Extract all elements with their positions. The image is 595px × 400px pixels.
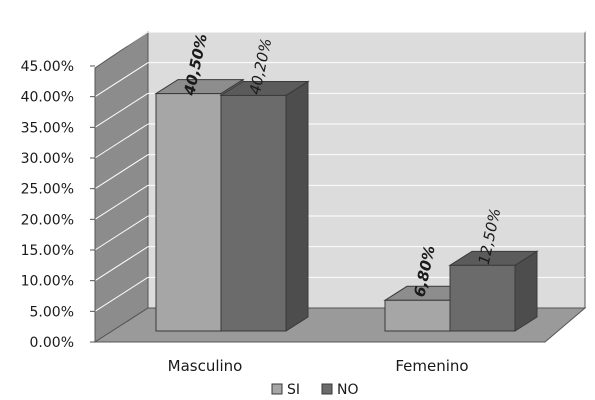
gridline	[94, 31, 149, 67]
y-tick-label: 0.00%	[30, 335, 74, 351]
y-tick-label: 45.00%	[21, 59, 74, 75]
legend: SI NO	[271, 382, 359, 398]
category-labels: Masculino Femenino	[168, 357, 469, 375]
bar-front	[384, 299, 451, 332]
side-wall	[94, 31, 149, 343]
gridline	[94, 123, 149, 159]
gridline	[94, 184, 149, 220]
legend-item: SI	[271, 382, 300, 398]
bar	[219, 80, 310, 332]
bar-front	[220, 94, 287, 332]
gridline	[94, 62, 149, 98]
y-tick-label: 20.00%	[21, 212, 74, 228]
legend-label: SI	[287, 382, 300, 398]
gridline	[94, 246, 149, 282]
bar-front	[155, 93, 222, 332]
y-tick-label: 10.00%	[21, 274, 74, 290]
legend-item: NO	[321, 382, 359, 398]
legend-swatch	[321, 383, 333, 395]
y-tick-label: 25.00%	[21, 182, 74, 198]
y-tick-label: 30.00%	[21, 151, 74, 167]
legend-swatch	[271, 383, 283, 395]
bar-front	[449, 264, 516, 332]
y-tick-label: 35.00%	[21, 120, 74, 136]
y-axis-ticks: 0.00% 5.00% 10.00% 15.00% 20.00% 25.00% 30.00%…	[21, 59, 96, 351]
legend-label: NO	[337, 382, 359, 398]
category-label: Masculino	[168, 357, 243, 375]
category-label: Femenino	[395, 357, 468, 375]
y-tick-label: 5.00%	[30, 304, 74, 320]
bar	[448, 250, 539, 332]
gridline	[94, 215, 149, 251]
gridline	[94, 276, 149, 312]
gridline	[94, 92, 149, 128]
y-tick-label: 40.00%	[21, 90, 74, 106]
bar-side	[285, 80, 309, 332]
gridline	[94, 154, 149, 190]
y-tick-label: 15.00%	[21, 243, 74, 259]
bars	[154, 78, 539, 332]
